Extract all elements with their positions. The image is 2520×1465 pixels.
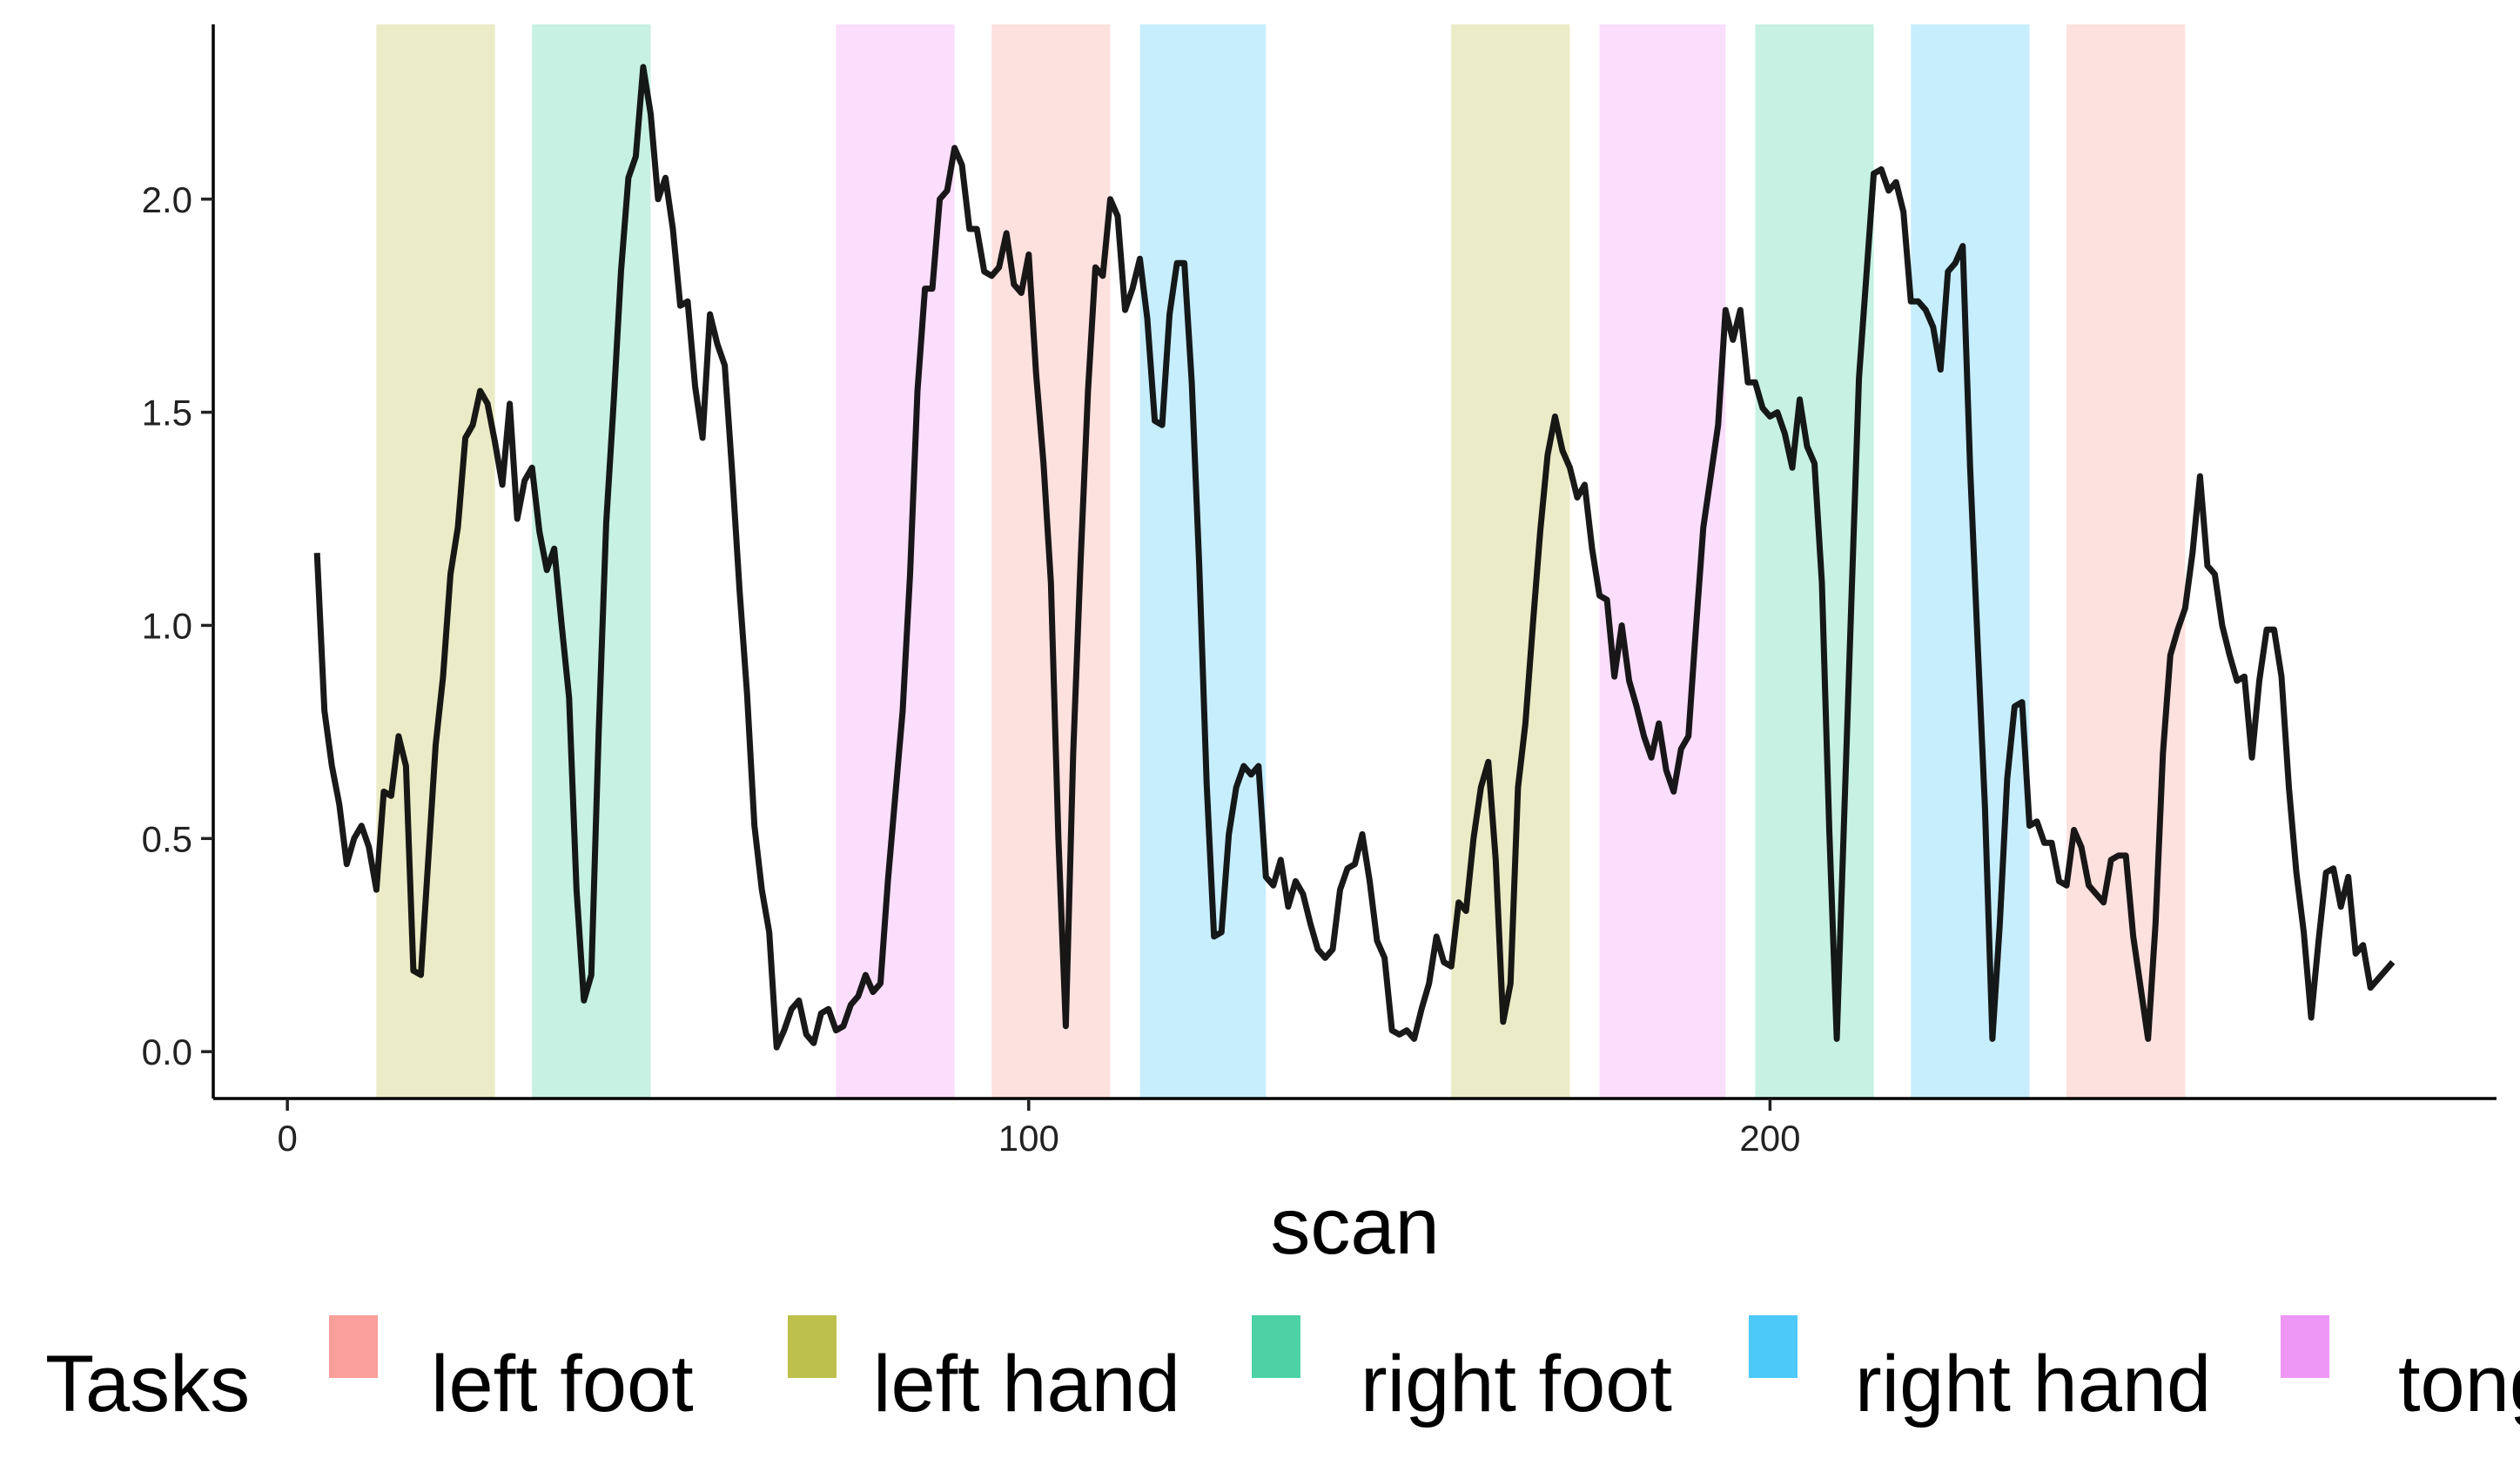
legend-label-left-foot: left foot — [431, 1340, 694, 1428]
legend: Tasks left foot left hand right foot right … — [45, 1315, 2520, 1428]
task-block-left-foot — [2066, 24, 2186, 1099]
legend-key-right-hand — [1749, 1315, 1798, 1378]
task-block-right-foot — [1755, 24, 1874, 1099]
y-tick-label: 0.5 — [142, 818, 192, 859]
x-axis-ticks: 0 100 200 — [277, 1099, 1800, 1159]
x-axis-title: scan — [1270, 1182, 1439, 1271]
task-block-tongue — [1599, 24, 1726, 1099]
signal-line — [313, 64, 2396, 1051]
y-axis-ticks: 0.0 0.5 1.0 1.5 2.0 — [142, 179, 213, 1072]
task-block-tongue — [836, 24, 955, 1099]
legend-key-left-hand — [788, 1315, 837, 1378]
legend-key-left-foot — [329, 1315, 378, 1378]
task-block-left-hand — [376, 24, 495, 1099]
legend-label-tongue: tongue — [2398, 1340, 2520, 1428]
legend-title: Tasks — [45, 1340, 250, 1428]
x-tick-label: 200 — [1739, 1118, 1800, 1159]
legend-key-tongue — [2281, 1315, 2329, 1378]
task-block-right-hand — [1139, 24, 1267, 1099]
x-tick-label: 100 — [998, 1118, 1059, 1159]
signal-line-layer — [313, 64, 2396, 1051]
y-tick-label: 1.5 — [142, 393, 192, 433]
legend-label-left-hand: left hand — [873, 1340, 1180, 1428]
legend-label-right-hand: right hand — [1855, 1340, 2211, 1428]
x-tick-label: 0 — [277, 1118, 297, 1159]
y-tick-label: 2.0 — [142, 179, 192, 220]
y-tick-label: 0.0 — [142, 1032, 192, 1072]
legend-label-right-foot: right foot — [1361, 1340, 1672, 1428]
legend-key-right-foot — [1252, 1315, 1300, 1378]
task-block-right-hand — [1911, 24, 2030, 1099]
task-blocks — [376, 24, 2186, 1099]
y-tick-label: 1.0 — [142, 605, 192, 646]
axes — [212, 24, 2496, 1100]
